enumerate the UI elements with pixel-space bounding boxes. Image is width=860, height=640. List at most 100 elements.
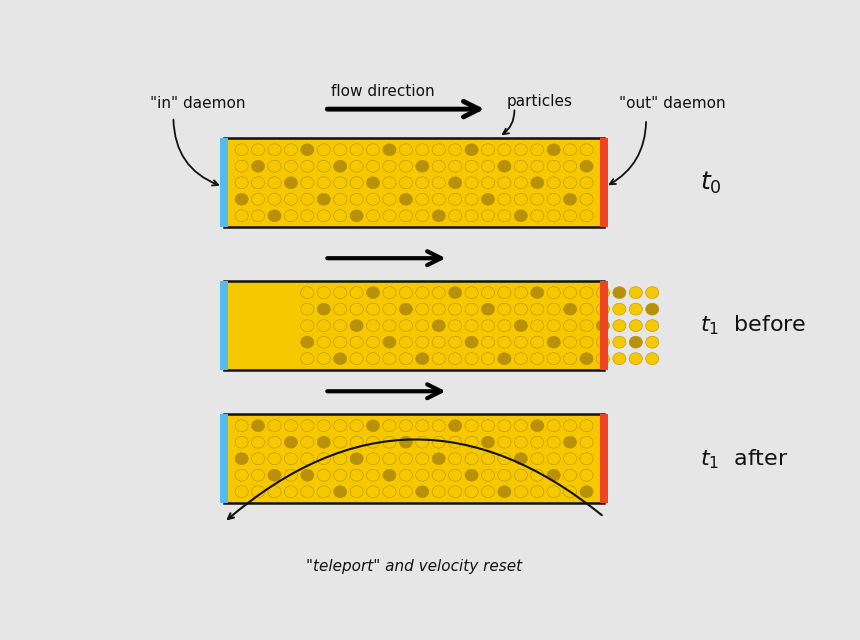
Ellipse shape (366, 210, 379, 221)
Ellipse shape (235, 436, 249, 448)
Ellipse shape (399, 452, 413, 465)
Ellipse shape (449, 486, 462, 498)
Ellipse shape (383, 469, 396, 481)
Ellipse shape (498, 469, 511, 481)
Ellipse shape (268, 210, 281, 221)
Ellipse shape (415, 303, 429, 315)
Ellipse shape (334, 486, 347, 498)
Ellipse shape (334, 210, 347, 221)
Ellipse shape (514, 452, 527, 465)
Ellipse shape (268, 452, 281, 465)
Ellipse shape (465, 452, 478, 465)
Ellipse shape (334, 144, 347, 156)
Ellipse shape (399, 177, 413, 189)
Ellipse shape (514, 303, 527, 315)
Ellipse shape (415, 436, 429, 448)
Ellipse shape (433, 353, 445, 365)
Ellipse shape (285, 144, 298, 156)
Bar (600, 138, 608, 227)
Ellipse shape (449, 353, 462, 365)
Ellipse shape (317, 436, 330, 448)
Ellipse shape (482, 486, 494, 498)
Ellipse shape (646, 336, 659, 348)
Ellipse shape (433, 177, 445, 189)
Ellipse shape (465, 320, 478, 332)
Ellipse shape (646, 320, 659, 332)
Ellipse shape (334, 287, 347, 299)
Ellipse shape (433, 287, 445, 299)
Ellipse shape (531, 303, 544, 315)
Ellipse shape (251, 452, 265, 465)
Ellipse shape (531, 193, 544, 205)
Ellipse shape (301, 320, 314, 332)
Ellipse shape (580, 436, 593, 448)
Ellipse shape (465, 353, 478, 365)
Ellipse shape (580, 452, 593, 465)
Ellipse shape (317, 287, 330, 299)
Ellipse shape (465, 144, 478, 156)
Ellipse shape (235, 420, 249, 431)
Ellipse shape (350, 336, 363, 348)
Ellipse shape (482, 469, 494, 481)
Ellipse shape (317, 320, 330, 332)
Ellipse shape (563, 436, 577, 448)
Ellipse shape (580, 353, 593, 365)
Ellipse shape (531, 436, 544, 448)
Ellipse shape (449, 336, 462, 348)
Ellipse shape (399, 210, 413, 221)
Ellipse shape (383, 193, 396, 205)
Ellipse shape (317, 353, 330, 365)
Ellipse shape (415, 144, 429, 156)
Ellipse shape (630, 320, 642, 332)
Ellipse shape (251, 469, 265, 481)
Ellipse shape (514, 320, 527, 332)
Bar (224, 282, 604, 370)
Ellipse shape (301, 452, 314, 465)
Ellipse shape (465, 287, 478, 299)
Ellipse shape (547, 160, 560, 172)
Ellipse shape (415, 287, 429, 299)
Ellipse shape (646, 353, 659, 365)
Ellipse shape (366, 469, 379, 481)
Ellipse shape (449, 452, 462, 465)
Ellipse shape (498, 320, 511, 332)
Ellipse shape (563, 287, 577, 299)
Ellipse shape (383, 420, 396, 431)
Ellipse shape (301, 210, 314, 221)
Ellipse shape (350, 210, 363, 221)
Ellipse shape (514, 177, 527, 189)
Ellipse shape (465, 303, 478, 315)
Text: "teleport" and velocity reset: "teleport" and velocity reset (306, 559, 522, 573)
Ellipse shape (482, 160, 494, 172)
Ellipse shape (334, 336, 347, 348)
Ellipse shape (399, 320, 413, 332)
Ellipse shape (498, 177, 511, 189)
Ellipse shape (399, 436, 413, 448)
Ellipse shape (514, 144, 527, 156)
Ellipse shape (465, 210, 478, 221)
Ellipse shape (415, 210, 429, 221)
Ellipse shape (482, 144, 494, 156)
Ellipse shape (399, 486, 413, 498)
Ellipse shape (301, 336, 314, 348)
Ellipse shape (366, 486, 379, 498)
Ellipse shape (301, 469, 314, 481)
Bar (600, 282, 608, 370)
Ellipse shape (514, 353, 527, 365)
Ellipse shape (268, 420, 281, 431)
Ellipse shape (531, 160, 544, 172)
Ellipse shape (285, 420, 298, 431)
Ellipse shape (580, 144, 593, 156)
Ellipse shape (334, 193, 347, 205)
Ellipse shape (285, 210, 298, 221)
Ellipse shape (482, 452, 494, 465)
Ellipse shape (433, 336, 445, 348)
Ellipse shape (482, 287, 494, 299)
Ellipse shape (399, 193, 413, 205)
Ellipse shape (366, 420, 379, 431)
Ellipse shape (301, 160, 314, 172)
Ellipse shape (317, 193, 330, 205)
Ellipse shape (399, 469, 413, 481)
Ellipse shape (383, 436, 396, 448)
Ellipse shape (317, 469, 330, 481)
